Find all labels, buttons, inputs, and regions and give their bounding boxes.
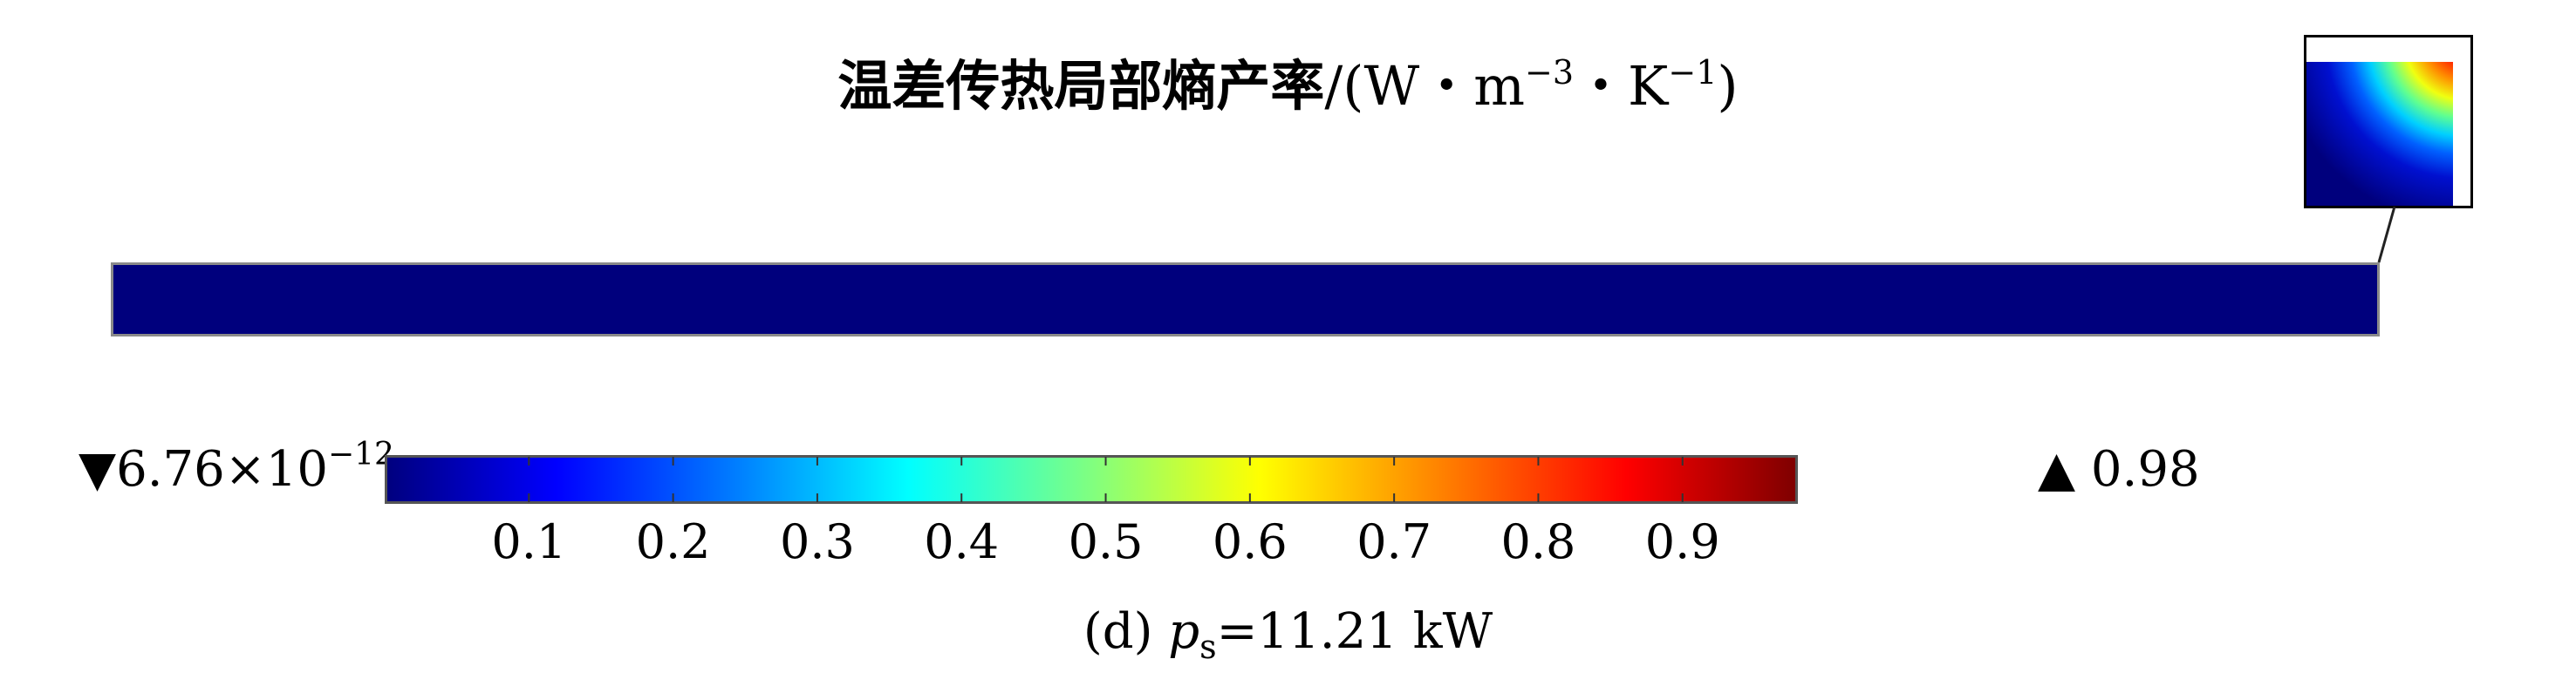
max-value: 0.98 xyxy=(2090,441,2200,498)
min-mantissa: 6.76×10 xyxy=(116,441,328,498)
colorbar-tick-label: 0.9 xyxy=(1644,514,1720,569)
colorbar-tick-label: 0.8 xyxy=(1500,514,1576,569)
colorbar-min-label: ▼6.76×10−12 xyxy=(79,439,394,499)
colorbar-tick-label: 0.4 xyxy=(924,514,1000,569)
colorbar-tick-label: 0.6 xyxy=(1212,514,1288,569)
colorbar-tick-label: 0.5 xyxy=(1068,514,1144,569)
caption-sub: s xyxy=(1199,628,1217,666)
colorbar-max-label: ▲ 0.98 xyxy=(2038,441,2200,499)
colorbar-tick-label: 0.7 xyxy=(1356,514,1432,569)
inset-field xyxy=(2306,62,2453,206)
min-marker: ▼ xyxy=(79,441,117,498)
colorbar-tick-label: 0.3 xyxy=(779,514,855,569)
figure-caption: (d) ps=11.21 kW xyxy=(0,601,2576,663)
chart-title: 温差传热局部熵产率/(W・m−3・K−1) xyxy=(0,54,2576,119)
inset-heatmap xyxy=(2306,37,2470,206)
caption-suffix: =11.21 kW xyxy=(1216,603,1493,660)
zoom-inset xyxy=(2304,35,2473,208)
colorbar xyxy=(385,455,1798,504)
title-name: 温差传热局部熵产率 xyxy=(837,54,1325,118)
domain-heatmap xyxy=(111,262,2380,336)
caption-prefix: (d) xyxy=(1083,603,1169,660)
colorbar-tick-label: 0.1 xyxy=(491,514,567,569)
title-unit-close: ) xyxy=(1717,54,1739,118)
max-marker: ▲ xyxy=(2038,441,2076,498)
title-unit-exp1: −3 xyxy=(1525,53,1575,92)
min-exponent: −12 xyxy=(327,437,394,472)
caption-var: p xyxy=(1168,603,1200,660)
title-unit-exp2: −1 xyxy=(1668,53,1718,92)
colorbar-tick-label: 0.2 xyxy=(635,514,711,569)
title-unit-mid: ・K xyxy=(1574,54,1669,118)
title-unit-open: /(W・m xyxy=(1324,54,1526,118)
